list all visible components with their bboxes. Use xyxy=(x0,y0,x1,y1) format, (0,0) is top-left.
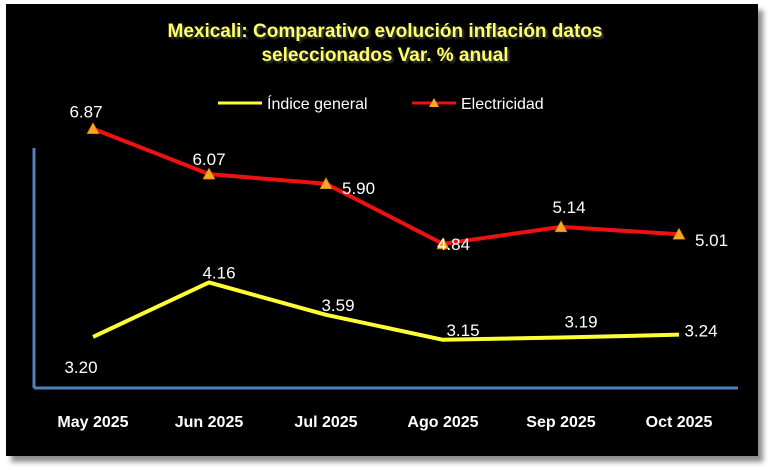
legend-marker-electricidad xyxy=(429,98,439,107)
data-label-electricidad: 6.87 xyxy=(69,103,102,122)
x-tick-labels: May 2025 Jun 2025 Jul 2025 Ago 2025 Sep 2025… xyxy=(57,414,712,431)
data-point-electricidad xyxy=(86,122,100,135)
x-tick-label: Ago 2025 xyxy=(407,414,478,431)
legend-label-electricidad: Electricidad xyxy=(461,96,544,113)
data-point-electricidad xyxy=(672,227,686,240)
x-tick-label: Jun 2025 xyxy=(175,414,244,431)
data-point-electricidad xyxy=(319,177,333,190)
data-point-electricidad xyxy=(554,220,568,233)
data-label-electricidad: 5.01 xyxy=(695,231,728,250)
chart-title-line-2: seleccionados Var. % anual xyxy=(261,45,509,66)
x-tick-label: Oct 2025 xyxy=(646,414,713,431)
data-label-indice-general: 3.20 xyxy=(64,358,97,377)
chart-title: Mexicali: Comparativo evolución inflació… xyxy=(0,20,770,68)
data-label-indice-general: 3.15 xyxy=(446,321,479,340)
data-label-electricidad: 6.07 xyxy=(192,150,225,169)
data-label-indice-general: 3.19 xyxy=(564,313,597,332)
legend: Índice general Electricidad xyxy=(218,94,544,113)
data-label-electricidad: 5.90 xyxy=(342,179,375,198)
chart-title-line-1: Mexicali: Comparativo evolución inflació… xyxy=(167,21,603,42)
data-point-electricidad xyxy=(202,167,216,180)
data-point-electricidad xyxy=(436,237,450,250)
data-label-indice-general: 4.16 xyxy=(202,263,235,282)
x-tick-label: May 2025 xyxy=(57,414,128,431)
data-label-electricidad: 5.14 xyxy=(552,198,585,217)
data-label-indice-general: 3.59 xyxy=(321,296,354,315)
legend-label-indice-general: Índice general xyxy=(267,94,368,113)
x-tick-label: Jul 2025 xyxy=(294,414,357,431)
series-line-electricidad xyxy=(92,126,680,246)
data-label-indice-general: 3.24 xyxy=(684,322,717,341)
data-label-electricidad: 4.84 xyxy=(437,235,470,254)
x-tick-label: Sep 2025 xyxy=(526,414,595,431)
series-line-indice-general xyxy=(92,280,680,342)
series-layer: 3.20 4.16 3.59 3.15 3.19 3.24 6.87 6.07 5.90 4.84… xyxy=(64,103,728,377)
